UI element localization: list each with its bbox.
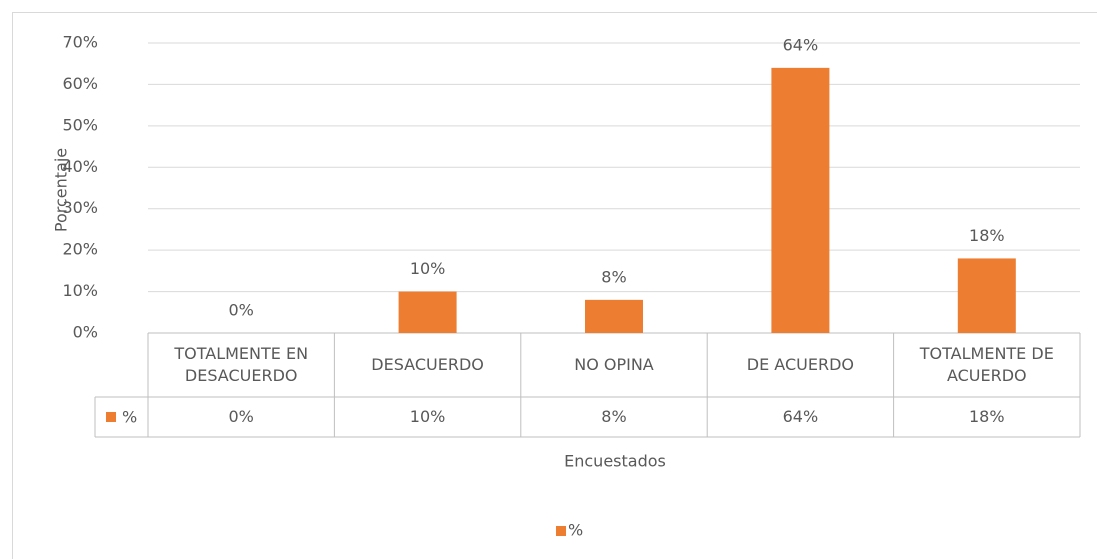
chart-frame bbox=[12, 12, 1097, 559]
x-tick-label: DESACUERDO bbox=[371, 355, 484, 374]
legend-label: % bbox=[568, 521, 583, 540]
legend-key bbox=[556, 526, 566, 536]
data-label: 10% bbox=[410, 259, 446, 278]
x-tick-label: DE ACUERDO bbox=[746, 355, 854, 374]
table-value: 64% bbox=[782, 407, 819, 426]
bar bbox=[957, 258, 1016, 333]
y-tick-label: 60% bbox=[62, 74, 98, 93]
x-axis-label: Encuestados bbox=[564, 452, 666, 471]
y-tick-label: 10% bbox=[62, 281, 98, 300]
table-value: 18% bbox=[969, 407, 1005, 426]
y-axis-label: Porcentaje bbox=[52, 148, 71, 232]
table-value: 0% bbox=[228, 407, 254, 426]
table-value: 8% bbox=[601, 407, 627, 426]
y-tick-label: 0% bbox=[73, 323, 98, 342]
y-tick-label: 40% bbox=[62, 157, 98, 176]
x-tick-label: TOTALMENTE EN DESACUERDO bbox=[174, 344, 309, 385]
bar bbox=[398, 291, 457, 333]
y-tick-label: 50% bbox=[62, 115, 98, 134]
data-label: 64% bbox=[783, 35, 819, 54]
data-label: 0% bbox=[229, 301, 254, 320]
table-legend-label: % bbox=[122, 408, 137, 427]
x-tick-label: TOTALMENTE DE ACUERDO bbox=[919, 344, 1054, 385]
x-tick-label: NO OPINA bbox=[574, 355, 654, 374]
data-label: 18% bbox=[969, 226, 1005, 245]
y-tick-label: 70% bbox=[62, 33, 98, 52]
bar bbox=[771, 67, 830, 333]
y-tick-label: 30% bbox=[62, 198, 98, 217]
bar bbox=[585, 299, 643, 333]
table-value: 10% bbox=[409, 407, 446, 426]
data-label: 8% bbox=[601, 267, 626, 286]
y-tick-label: 20% bbox=[62, 240, 98, 259]
table-legend-key bbox=[106, 412, 116, 422]
